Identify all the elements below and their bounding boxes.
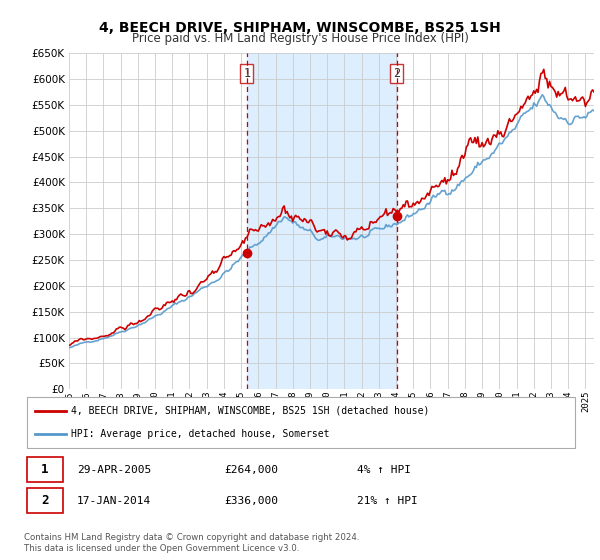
FancyBboxPatch shape bbox=[27, 488, 63, 513]
Text: This data is licensed under the Open Government Licence v3.0.: This data is licensed under the Open Gov… bbox=[24, 544, 299, 553]
Text: 2: 2 bbox=[394, 67, 400, 80]
Text: 29-APR-2005: 29-APR-2005 bbox=[77, 465, 151, 475]
Text: 4% ↑ HPI: 4% ↑ HPI bbox=[357, 465, 411, 475]
Text: 21% ↑ HPI: 21% ↑ HPI bbox=[357, 496, 418, 506]
FancyBboxPatch shape bbox=[27, 458, 63, 482]
Text: 4, BEECH DRIVE, SHIPHAM, WINSCOMBE, BS25 1SH (detached house): 4, BEECH DRIVE, SHIPHAM, WINSCOMBE, BS25… bbox=[71, 406, 430, 416]
Text: HPI: Average price, detached house, Somerset: HPI: Average price, detached house, Some… bbox=[71, 429, 329, 439]
FancyBboxPatch shape bbox=[27, 397, 575, 448]
Bar bbox=[247, 53, 397, 389]
Text: £336,000: £336,000 bbox=[224, 496, 278, 506]
Text: Contains HM Land Registry data © Crown copyright and database right 2024.: Contains HM Land Registry data © Crown c… bbox=[24, 533, 359, 542]
Text: 17-JAN-2014: 17-JAN-2014 bbox=[77, 496, 151, 506]
Text: £264,000: £264,000 bbox=[224, 465, 278, 475]
Text: 2: 2 bbox=[41, 494, 48, 507]
Text: 1: 1 bbox=[243, 67, 250, 80]
Text: Price paid vs. HM Land Registry's House Price Index (HPI): Price paid vs. HM Land Registry's House … bbox=[131, 32, 469, 45]
Text: 4, BEECH DRIVE, SHIPHAM, WINSCOMBE, BS25 1SH: 4, BEECH DRIVE, SHIPHAM, WINSCOMBE, BS25… bbox=[99, 21, 501, 35]
Text: 1: 1 bbox=[41, 463, 48, 476]
